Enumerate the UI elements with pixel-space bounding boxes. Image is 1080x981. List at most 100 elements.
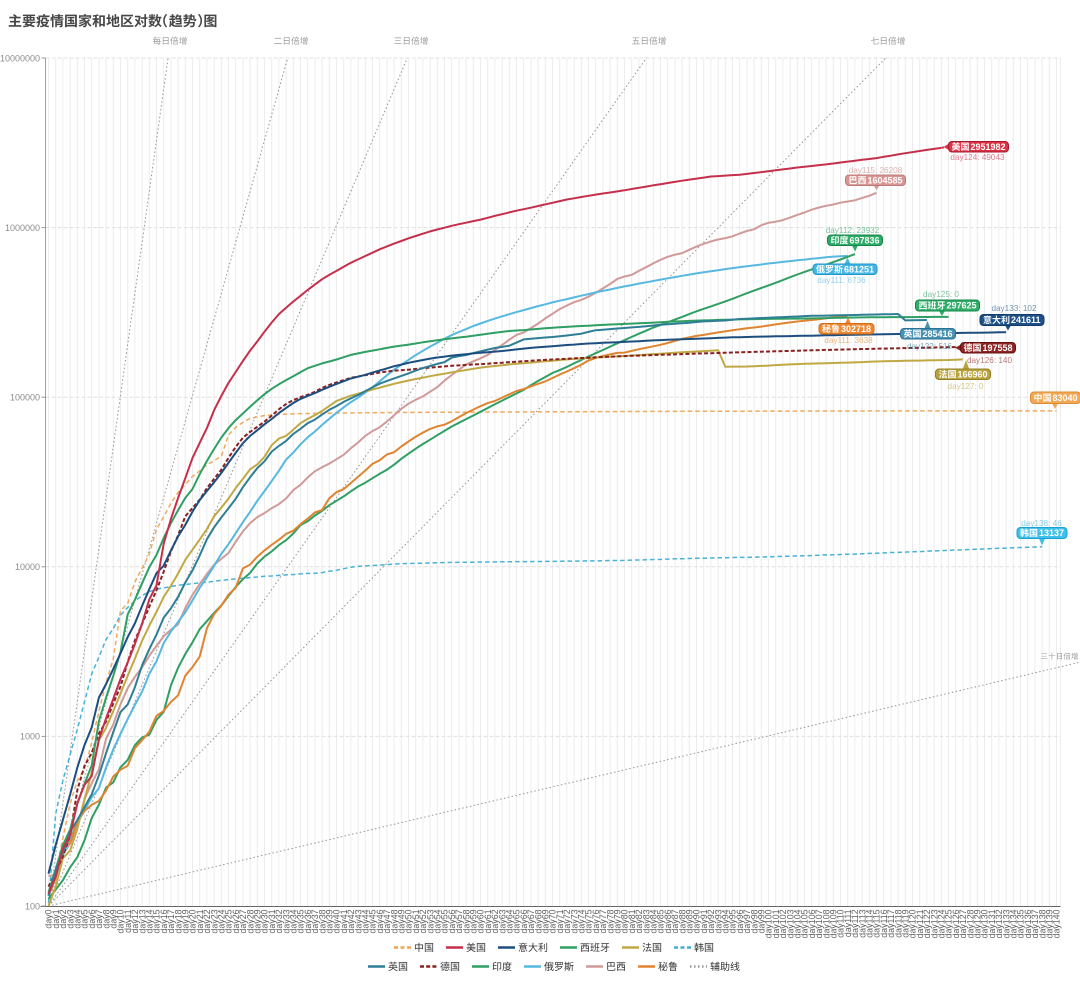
svg-text:day129: day129 (973, 909, 983, 938)
svg-text:day79: day79 (613, 909, 623, 933)
svg-text:day115: 26208: day115: 26208 (849, 166, 903, 175)
svg-text:day34: day34 (289, 909, 299, 933)
svg-text:day84: day84 (649, 909, 659, 933)
svg-text:day122: day122 (922, 909, 932, 938)
svg-text:day57: day57 (454, 909, 464, 933)
svg-text:day74: day74 (577, 909, 587, 933)
svg-text:day117: day117 (886, 909, 896, 937)
svg-text:285416: 285416 (923, 329, 953, 339)
svg-text:day51: day51 (411, 909, 421, 933)
svg-text:day6: day6 (87, 909, 97, 928)
svg-text:day115: day115 (872, 909, 882, 937)
svg-text:297625: 297625 (947, 301, 977, 311)
svg-text:day28: day28 (245, 909, 255, 933)
svg-text:241611: 241611 (1011, 315, 1041, 325)
svg-text:day82: day82 (634, 909, 644, 933)
svg-text:day125: day125 (944, 909, 954, 938)
svg-text:day29: day29 (253, 909, 263, 933)
svg-text:day36: day36 (303, 909, 313, 933)
svg-text:day96: day96 (735, 909, 745, 933)
svg-text:day102: day102 (778, 909, 788, 938)
svg-text:day107: day107 (814, 909, 824, 938)
svg-text:day66: day66 (519, 909, 529, 933)
svg-text:day75: day75 (584, 909, 594, 933)
svg-text:day41: day41 (339, 909, 349, 933)
svg-text:day133: day133 (1001, 909, 1011, 938)
svg-text:day77: day77 (598, 909, 608, 933)
svg-text:day5: day5 (80, 909, 90, 928)
svg-text:day43: day43 (353, 909, 363, 933)
svg-text:2951982: 2951982 (971, 142, 1006, 152)
svg-text:day135: day135 (1016, 909, 1026, 938)
svg-text:day78: day78 (605, 909, 615, 933)
svg-text:day42: day42 (346, 909, 356, 933)
svg-text:day50: day50 (404, 909, 414, 933)
svg-text:day39: day39 (325, 909, 335, 933)
svg-text:day25: day25 (224, 909, 234, 933)
svg-text:1000000: 1000000 (5, 223, 40, 233)
svg-text:day68: day68 (533, 909, 543, 933)
svg-text:day119: day119 (901, 909, 911, 937)
svg-text:day127: 0: day127: 0 (948, 382, 984, 391)
svg-text:day93: day93 (713, 909, 723, 933)
svg-text:day24: day24 (217, 909, 227, 933)
svg-text:day67: day67 (526, 909, 536, 933)
svg-text:1604585: 1604585 (868, 175, 903, 185)
svg-text:day56: day56 (447, 909, 457, 933)
svg-text:day73: day73 (569, 909, 579, 933)
svg-text:day60: day60 (476, 909, 486, 933)
svg-text:day9: day9 (109, 909, 119, 928)
svg-text:day80: day80 (620, 909, 630, 933)
svg-text:day122: 516: day122: 516 (907, 342, 953, 351)
svg-text:day111: 6736: day111: 6736 (817, 276, 866, 285)
svg-text:day52: day52 (418, 909, 428, 933)
svg-text:day116: day116 (879, 909, 889, 937)
svg-text:day22: day22 (202, 909, 212, 933)
svg-text:day7: day7 (94, 909, 104, 928)
svg-text:day89: day89 (685, 909, 695, 933)
svg-text:day2: day2 (58, 909, 68, 928)
svg-text:day12: day12 (130, 909, 140, 933)
svg-text:day126: 140: day126: 140 (967, 356, 1013, 365)
svg-text:day61: day61 (483, 909, 493, 933)
svg-text:day44: day44 (361, 909, 371, 933)
svg-text:day91: day91 (699, 909, 709, 933)
svg-text:day27: day27 (238, 909, 248, 933)
svg-text:day130: day130 (980, 909, 990, 938)
svg-text:day10: day10 (116, 909, 126, 933)
svg-text:day95: day95 (728, 909, 738, 933)
svg-text:day134: day134 (1009, 909, 1019, 938)
svg-text:day92: day92 (706, 909, 716, 933)
svg-text:13137: 13137 (1039, 528, 1064, 538)
svg-text:day49: day49 (397, 909, 407, 933)
svg-text:day71: day71 (555, 909, 565, 933)
svg-text:day20: day20 (188, 909, 198, 933)
svg-text:10000: 10000 (15, 562, 40, 572)
svg-text:day138: day138 (1037, 909, 1047, 938)
svg-text:day94: day94 (721, 909, 731, 933)
svg-text:day112: day112 (850, 909, 860, 937)
svg-text:day85: day85 (656, 909, 666, 933)
svg-text:1000: 1000 (20, 732, 40, 742)
svg-text:day88: day88 (677, 909, 687, 933)
svg-text:day108: day108 (821, 909, 831, 938)
svg-text:day118: day118 (893, 909, 903, 937)
svg-text:166960: 166960 (958, 369, 988, 379)
svg-text:day109: day109 (829, 909, 839, 938)
svg-text:day101: day101 (771, 909, 781, 938)
svg-text:197558: 197558 (983, 343, 1013, 353)
svg-text:day33: day33 (281, 909, 291, 933)
svg-text:day137: day137 (1030, 909, 1040, 938)
svg-text:day40: day40 (332, 909, 342, 933)
svg-text:day32: day32 (274, 909, 284, 933)
svg-text:day21: day21 (195, 909, 205, 933)
svg-text:day138: 46: day138: 46 (1021, 519, 1062, 528)
svg-text:697836: 697836 (850, 235, 880, 245)
svg-text:day99: day99 (757, 909, 767, 933)
svg-text:100000: 100000 (10, 393, 40, 403)
svg-text:100: 100 (25, 901, 40, 911)
svg-text:day120: day120 (908, 909, 918, 938)
svg-text:day86: day86 (663, 909, 673, 933)
svg-text:302718: 302718 (841, 324, 871, 334)
svg-text:day4: day4 (73, 909, 83, 928)
